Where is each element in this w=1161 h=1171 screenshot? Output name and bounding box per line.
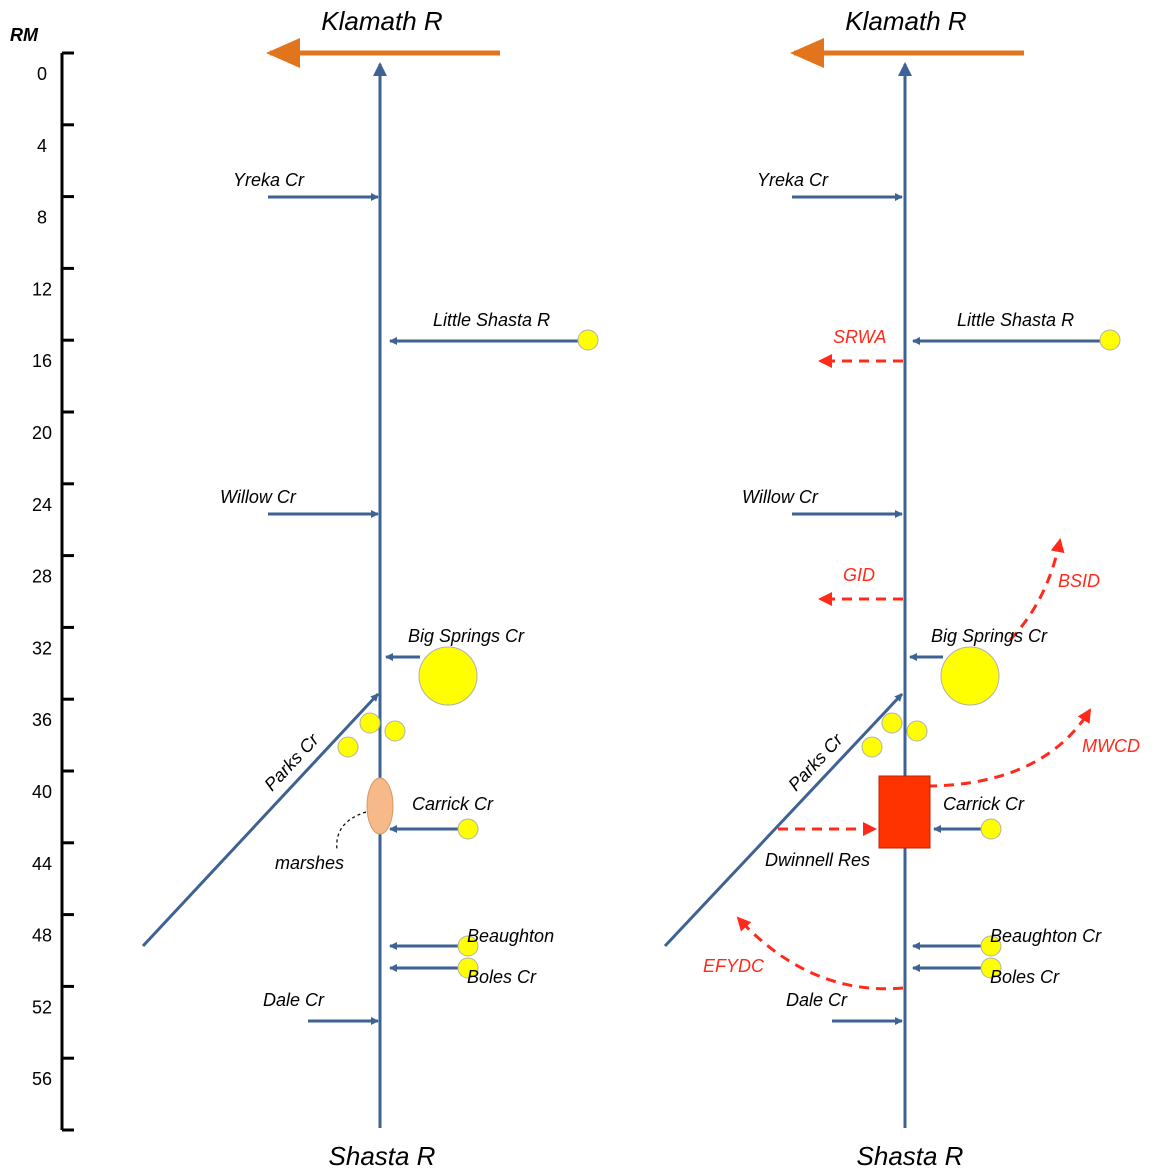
beaughton-spring — [457, 935, 479, 957]
marshes-label: marshes — [275, 853, 344, 873]
scale-tick-label: 52 — [32, 997, 52, 1017]
little-shasta-label: Little Shasta R — [957, 310, 1074, 330]
scale-tick-label: 4 — [37, 136, 47, 156]
scale-tick-label: 32 — [32, 638, 52, 658]
shasta-label: Shasta R — [329, 1141, 436, 1171]
yreka-cr-label: Yreka Cr — [233, 170, 305, 190]
little-shasta-spring — [1099, 329, 1121, 351]
klamath-label: Klamath R — [845, 6, 966, 36]
little-shasta-label: Little Shasta R — [433, 310, 550, 330]
boles-cr-spring — [980, 957, 1002, 979]
yreka-cr-label: Yreka Cr — [757, 170, 829, 190]
spring-dot — [384, 720, 406, 742]
big-springs-spring — [418, 646, 478, 706]
scale-tick-label: 12 — [32, 279, 52, 299]
spring-dot — [337, 736, 359, 758]
scale-tick-label: 44 — [32, 854, 52, 874]
carrick-cr-label: Carrick Cr — [412, 794, 494, 814]
spring-dot — [359, 712, 381, 734]
boles-cr-spring — [457, 957, 479, 979]
panel-natural: Klamath R Shasta R Yreka Cr Little Shast… — [141, 6, 599, 1171]
mwcd-label: MWCD — [1082, 736, 1140, 756]
spring-dot — [881, 712, 903, 734]
boles-cr-label: Boles Cr — [467, 967, 537, 987]
scale-tick-label: 0 — [37, 64, 47, 84]
mwcd-diversion-arrow — [909, 708, 1092, 788]
spring-dot — [861, 736, 883, 758]
scale-tick-label: 56 — [32, 1069, 52, 1089]
carrick-cr-label: Carrick Cr — [943, 794, 1025, 814]
scale-tick-label: 28 — [32, 567, 52, 587]
carrick-cr-spring — [457, 818, 479, 840]
gid-label: GID — [843, 565, 875, 585]
scale-tick-label: 36 — [32, 710, 52, 730]
bsid-diversion-arrow — [1008, 538, 1065, 642]
klamath-label: Klamath R — [321, 6, 442, 36]
scale-tick-label: 8 — [37, 208, 47, 228]
willow-cr-label: Willow Cr — [742, 487, 819, 507]
boles-cr-label: Boles Cr — [990, 967, 1060, 987]
parks-cr-arrow — [141, 692, 380, 948]
srwa-label: SRWA — [833, 327, 886, 347]
scale-tick-label: 20 — [32, 423, 52, 443]
scale-tick-label: 40 — [32, 782, 52, 802]
big-springs-label: Big Springs Cr — [931, 626, 1048, 646]
beaughton-label: Beaughton — [467, 926, 554, 946]
efydc-label: EFYDC — [703, 956, 765, 976]
big-springs-label: Big Springs Cr — [408, 626, 525, 646]
scale-tick-label: 16 — [32, 351, 52, 371]
big-springs-spring — [940, 646, 1000, 706]
dwinnell-reservoir — [878, 775, 931, 849]
parks-cr-arrow — [663, 692, 904, 948]
efydc-diversion-arrow — [736, 916, 904, 991]
bsid-label: BSID — [1058, 571, 1100, 591]
scale-tick-label: 24 — [32, 495, 52, 515]
carrick-cr-spring — [980, 818, 1002, 840]
shasta-label: Shasta R — [857, 1141, 964, 1171]
scale-unit-label: RM — [10, 25, 39, 45]
panel-managed: Klamath R Shasta R Yreka Cr Little Shast… — [663, 6, 1140, 1171]
little-shasta-spring — [577, 329, 599, 351]
spring-dot — [906, 720, 928, 742]
beaughton-cr-label: Beaughton Cr — [990, 926, 1102, 946]
dale-cr-label: Dale Cr — [786, 990, 848, 1010]
beaughton-spring — [980, 935, 1002, 957]
marshes-shape — [366, 777, 394, 835]
scale-tick-label: 48 — [32, 926, 52, 946]
dwinnell-res-label: Dwinnell Res — [765, 850, 870, 870]
willow-cr-label: Willow Cr — [220, 487, 297, 507]
marshes-leader — [336, 811, 367, 851]
dale-cr-label: Dale Cr — [263, 990, 325, 1010]
